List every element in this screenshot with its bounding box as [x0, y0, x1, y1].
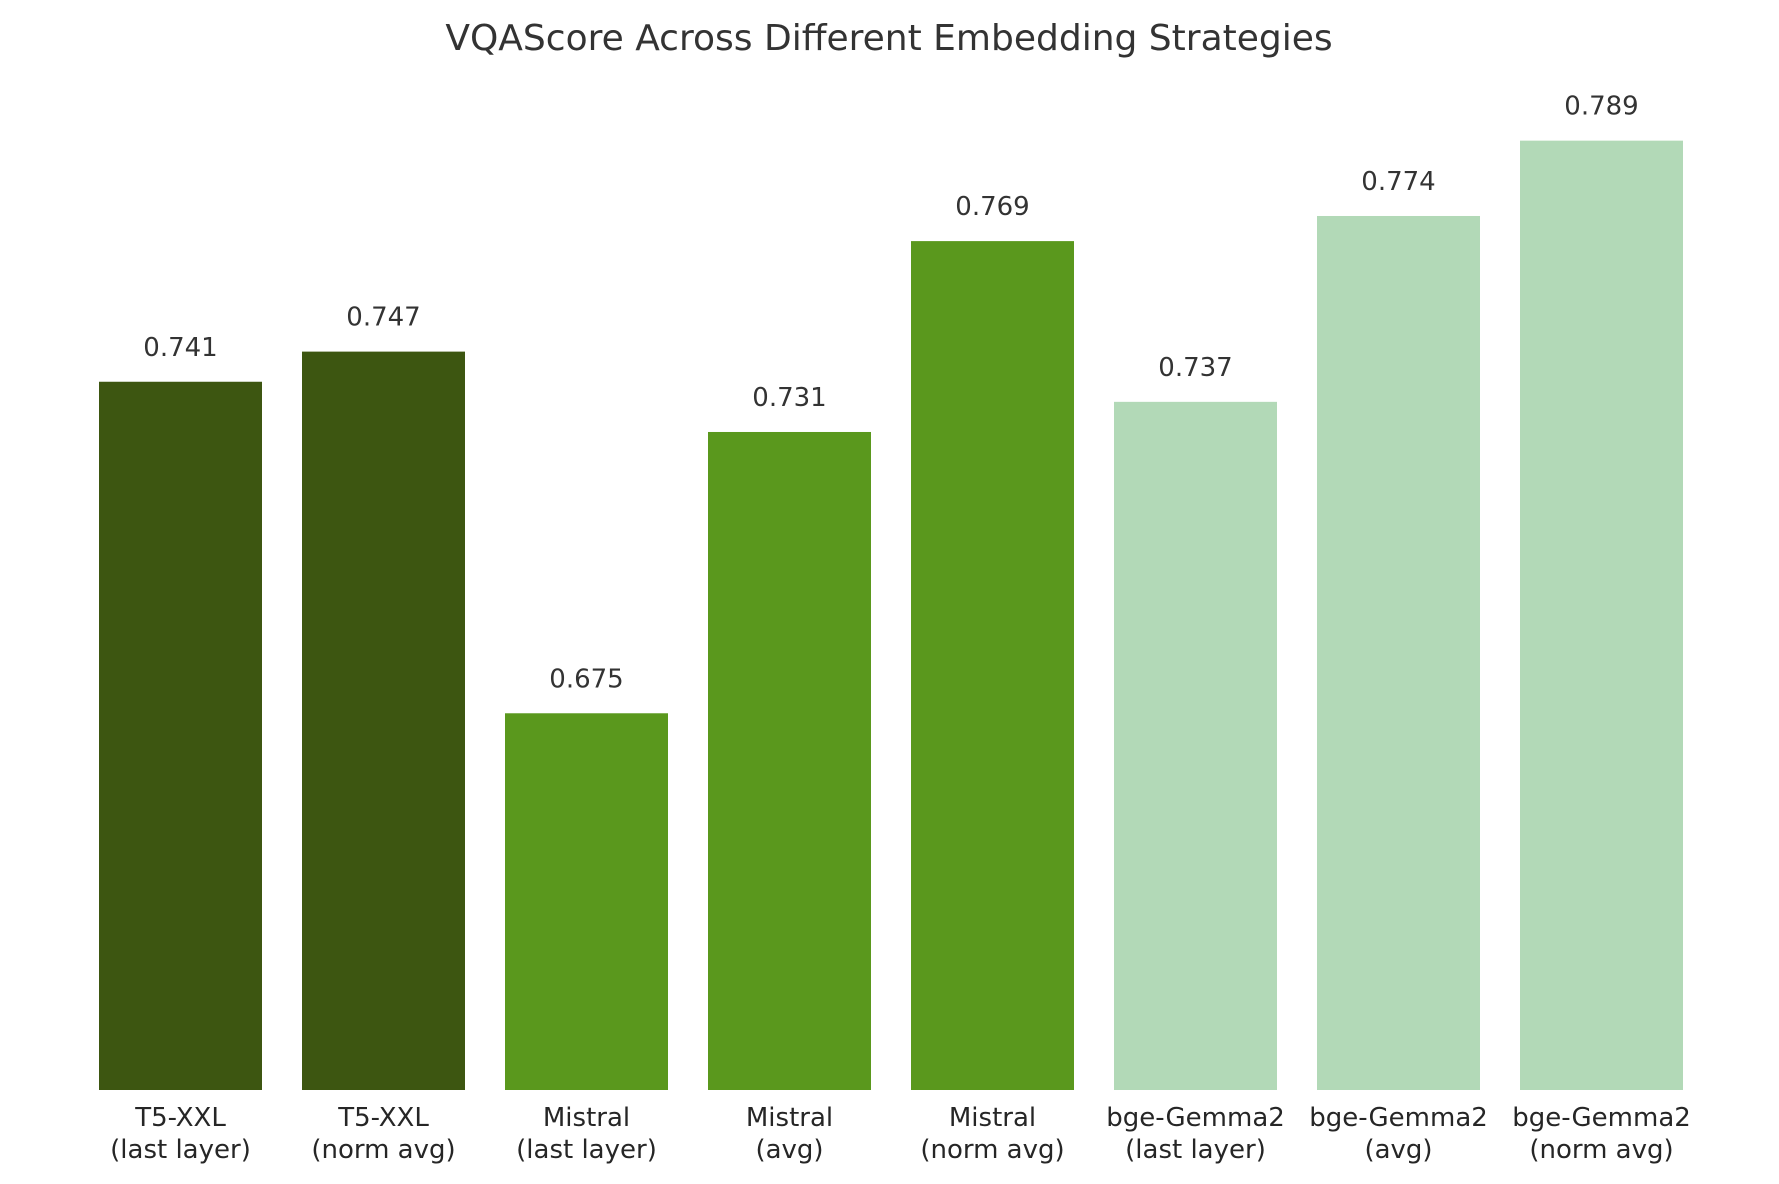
- x-tick-label: bge-Gemma2: [1512, 1103, 1691, 1133]
- x-tick-label: (avg): [755, 1135, 823, 1165]
- value-label: 0.747: [346, 303, 420, 333]
- value-label: 0.789: [1564, 92, 1638, 122]
- bar: [1317, 215, 1480, 1090]
- value-label: 0.741: [143, 333, 217, 363]
- bar: [505, 713, 668, 1090]
- x-tick-label: (last layer): [516, 1135, 657, 1165]
- bar: [708, 431, 871, 1090]
- x-tick-label: (last layer): [1125, 1135, 1266, 1165]
- bar: [911, 241, 1074, 1091]
- value-label: 0.769: [955, 192, 1029, 222]
- x-tick-label: T5-XXL: [337, 1103, 429, 1133]
- x-tick-label: Mistral: [543, 1103, 630, 1133]
- value-label: 0.737: [1158, 353, 1232, 383]
- x-tick-label: bge-Gemma2: [1309, 1103, 1488, 1133]
- x-tick-label: T5-XXL: [134, 1103, 226, 1133]
- bar: [1114, 401, 1277, 1090]
- x-tick-label: (norm avg): [311, 1135, 455, 1165]
- bar: [1520, 140, 1683, 1091]
- x-tick-label: Mistral: [746, 1103, 833, 1133]
- x-tick-label: (avg): [1364, 1135, 1432, 1165]
- x-tick-label: (last layer): [110, 1135, 251, 1165]
- value-label: 0.731: [752, 383, 826, 413]
- x-tick-label: Mistral: [949, 1103, 1036, 1133]
- x-tick-label: (norm avg): [1529, 1135, 1673, 1165]
- bar: [99, 381, 262, 1090]
- chart-title: VQAScore Across Different Embedding Stra…: [445, 18, 1332, 59]
- x-tick-label: bge-Gemma2: [1106, 1103, 1285, 1133]
- value-label: 0.774: [1361, 167, 1435, 197]
- bar: [302, 351, 465, 1090]
- value-label: 0.675: [549, 664, 623, 694]
- x-tick-label: (norm avg): [920, 1135, 1064, 1165]
